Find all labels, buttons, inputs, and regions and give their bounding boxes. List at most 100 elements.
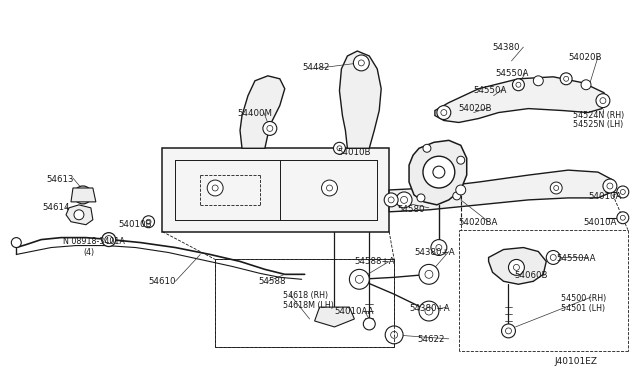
Text: 54614: 54614 (42, 203, 70, 212)
Circle shape (74, 210, 84, 220)
Circle shape (506, 328, 511, 334)
Circle shape (564, 76, 568, 81)
Circle shape (617, 212, 628, 224)
Text: 54622: 54622 (417, 335, 445, 344)
Circle shape (502, 324, 515, 338)
Circle shape (456, 185, 466, 195)
Text: 54380+A: 54380+A (414, 247, 454, 257)
Text: 54010A: 54010A (588, 192, 621, 201)
Text: 54010A: 54010A (583, 218, 616, 227)
Circle shape (333, 142, 346, 154)
Polygon shape (435, 77, 608, 122)
Text: 54618 (RH): 54618 (RH) (283, 291, 328, 300)
Circle shape (353, 55, 369, 71)
Text: 54010B: 54010B (337, 148, 371, 157)
Polygon shape (240, 76, 285, 148)
Circle shape (388, 197, 394, 203)
Circle shape (401, 196, 408, 203)
Circle shape (364, 318, 375, 330)
Circle shape (600, 98, 606, 104)
Circle shape (358, 60, 364, 66)
Polygon shape (339, 51, 381, 148)
Circle shape (390, 331, 397, 339)
Circle shape (355, 275, 364, 283)
Text: N 08918-3401A: N 08918-3401A (63, 237, 125, 246)
Text: 54550A: 54550A (474, 86, 507, 95)
Circle shape (620, 215, 625, 220)
Circle shape (143, 216, 154, 228)
Circle shape (396, 192, 412, 208)
Circle shape (349, 269, 369, 289)
Circle shape (596, 94, 610, 108)
Text: 54380+A: 54380+A (409, 304, 450, 313)
Circle shape (385, 326, 403, 344)
Circle shape (550, 182, 562, 194)
Text: 54588+A: 54588+A (355, 257, 395, 266)
Circle shape (423, 144, 431, 152)
Circle shape (452, 192, 461, 200)
Text: 54613: 54613 (46, 175, 74, 184)
Circle shape (607, 183, 613, 189)
Text: 54060B: 54060B (515, 271, 548, 280)
Circle shape (417, 194, 425, 202)
Text: 54482: 54482 (303, 63, 330, 72)
Polygon shape (215, 259, 394, 347)
Text: 54501 (LH): 54501 (LH) (561, 304, 605, 313)
Text: 54588: 54588 (258, 277, 285, 286)
Text: 54524N (RH): 54524N (RH) (573, 110, 625, 119)
Polygon shape (488, 247, 547, 284)
Circle shape (554, 186, 559, 190)
Circle shape (437, 106, 451, 119)
Polygon shape (66, 205, 93, 225)
Circle shape (207, 180, 223, 196)
Circle shape (457, 156, 465, 164)
Circle shape (436, 244, 442, 250)
Text: 54550AA: 54550AA (556, 254, 596, 263)
Circle shape (581, 80, 591, 90)
Text: 54020BA: 54020BA (459, 218, 498, 227)
Polygon shape (163, 148, 389, 232)
Circle shape (603, 179, 617, 193)
Circle shape (425, 307, 433, 315)
Circle shape (425, 270, 433, 278)
Circle shape (550, 254, 556, 260)
Circle shape (79, 191, 87, 199)
Text: 54550A: 54550A (495, 69, 529, 78)
Circle shape (560, 73, 572, 85)
Circle shape (105, 235, 113, 244)
Text: 54400M: 54400M (237, 109, 272, 118)
Text: 54618M (LH): 54618M (LH) (283, 301, 333, 310)
Circle shape (263, 122, 277, 135)
Circle shape (516, 82, 521, 87)
Text: 54500 (RH): 54500 (RH) (561, 294, 607, 303)
Polygon shape (315, 307, 355, 327)
Text: (4): (4) (83, 247, 94, 257)
Text: 54010B: 54010B (118, 220, 152, 229)
Circle shape (74, 186, 92, 204)
Circle shape (332, 314, 337, 320)
Circle shape (513, 264, 520, 270)
Circle shape (12, 238, 21, 247)
Text: 54610: 54610 (148, 277, 176, 286)
Text: 54380: 54380 (493, 43, 520, 52)
Text: 54580: 54580 (397, 205, 424, 214)
Circle shape (212, 185, 218, 191)
Circle shape (547, 250, 560, 264)
Circle shape (384, 193, 398, 207)
Circle shape (433, 166, 445, 178)
Polygon shape (71, 188, 96, 202)
Circle shape (533, 76, 543, 86)
Circle shape (431, 240, 447, 256)
Circle shape (419, 301, 439, 321)
Circle shape (620, 189, 625, 195)
Text: 54020B: 54020B (459, 104, 492, 113)
Circle shape (337, 146, 342, 151)
Text: 54020B: 54020B (568, 53, 602, 62)
Circle shape (441, 110, 447, 116)
Circle shape (328, 310, 341, 324)
Circle shape (326, 185, 333, 191)
Circle shape (146, 219, 151, 224)
Circle shape (513, 79, 524, 91)
Circle shape (419, 264, 439, 284)
Circle shape (617, 186, 628, 198)
